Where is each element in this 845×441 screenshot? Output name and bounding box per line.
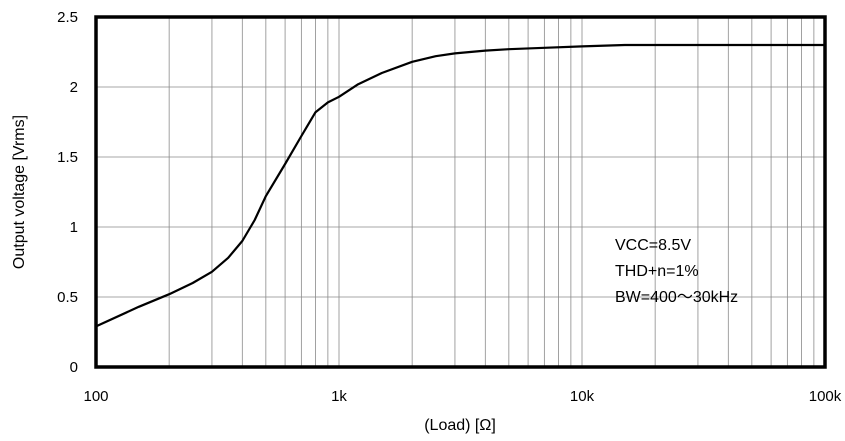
x-tick-label: 100k	[809, 388, 842, 405]
gridlines	[96, 17, 825, 367]
y-tick-label: 2	[70, 79, 78, 96]
y-axis-label: Output voltage [Vrms]	[11, 115, 28, 269]
x-tick-label: 10k	[570, 388, 595, 405]
x-axis-label: (Load) [Ω]	[424, 417, 496, 434]
y-tick-label: 0.5	[57, 289, 78, 306]
annotation-thd: THD+n=1%	[615, 263, 699, 280]
y-tick-label: 1.5	[57, 149, 78, 166]
x-tick-labels: 100 1k 10k 100k	[83, 388, 841, 405]
annotation-bw: BW=400～30kHz	[615, 289, 738, 306]
y-tick-label: 1	[70, 219, 78, 236]
series-layer	[94, 43, 827, 328]
y-tick-label: 2.5	[57, 9, 78, 26]
y-tick-label: 0	[70, 359, 78, 376]
plot-frame	[94, 15, 827, 369]
x-tick-label: 100	[83, 388, 108, 405]
y-tick-labels: 0 0.5 1 1.5 2 2.5	[57, 9, 78, 376]
x-tick-label: 1k	[331, 388, 347, 405]
annotation-vcc: VCC=8.5V	[615, 237, 691, 254]
series-line-1	[94, 43, 827, 328]
